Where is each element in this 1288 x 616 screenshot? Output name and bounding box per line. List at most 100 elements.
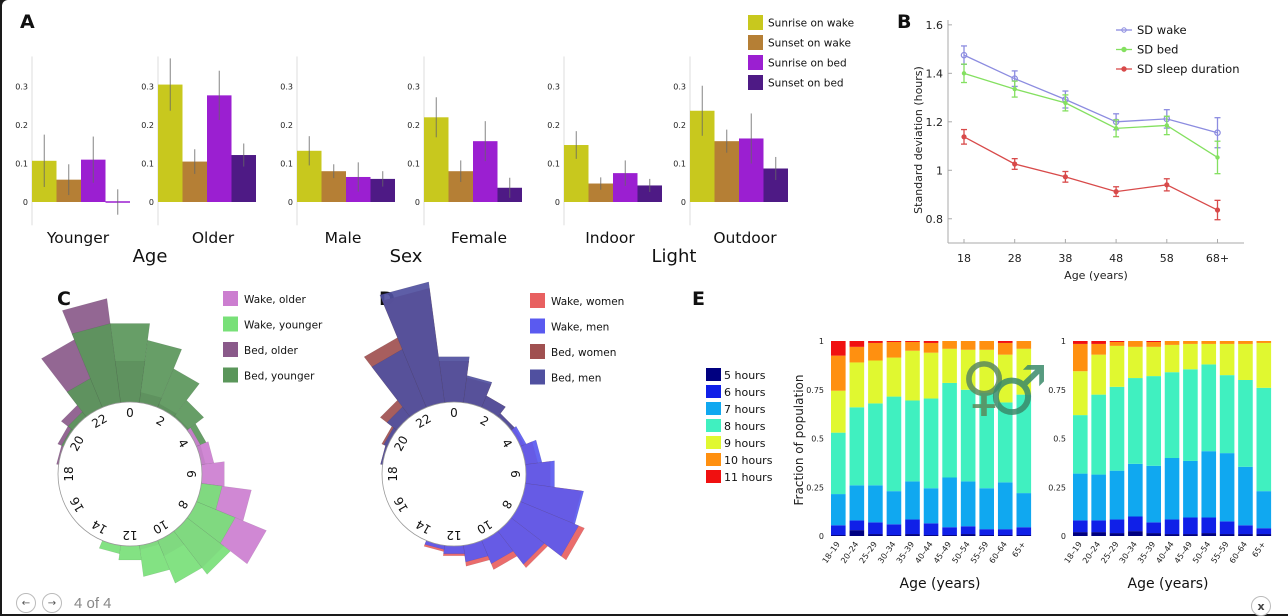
category-label: Female [451, 229, 507, 247]
legend-swatch [530, 369, 545, 385]
y-tick-label: 0.2 [280, 121, 293, 130]
legend-swatch [748, 55, 763, 70]
stacked-segment [1109, 345, 1125, 387]
stacked-segment [1219, 453, 1235, 522]
x-tick-label: 28 [1008, 252, 1022, 265]
legend-swatch [748, 75, 763, 90]
legend-label: Bed, younger [244, 371, 315, 383]
legend-swatch [706, 402, 721, 415]
stacked-segment [1109, 341, 1125, 346]
stacked-segment [831, 341, 846, 356]
stacked-segment [960, 526, 976, 535]
y-axis-label: Standard deviation (hours) [912, 66, 925, 214]
stacked-segment [1073, 343, 1088, 372]
y-tick-label: 1.2 [926, 116, 944, 129]
y-tick-label: 0.2 [407, 121, 420, 130]
y-tick-label: 0.1 [280, 160, 293, 169]
stacked-segment [979, 349, 994, 393]
stacked-segment [1164, 519, 1180, 535]
stacked-segment [923, 342, 939, 353]
hour-label: 14 [89, 517, 109, 537]
stacked-segment [1164, 534, 1180, 536]
clock-face [57, 401, 203, 547]
stacked-segment [942, 382, 957, 478]
stacked-segment [1109, 519, 1125, 534]
stacked-segment [997, 342, 1013, 355]
stacked-segment [1256, 341, 1272, 343]
stacked-segment [831, 355, 846, 391]
panel-letter-a: A [20, 11, 35, 33]
close-icon: x [1257, 599, 1265, 613]
previous-button[interactable]: ← [16, 593, 36, 613]
page-counter: 4 of 4 [74, 594, 112, 612]
stacked-segment [1073, 532, 1088, 536]
legend-label: 9 hours [724, 437, 766, 450]
x-tick-label: 55–59 [969, 540, 990, 565]
polar-wedge [201, 461, 225, 487]
x-axis-label: Age (years) [1064, 269, 1128, 282]
stacked-segment [1201, 517, 1217, 534]
x-tick-label: 25–29 [858, 540, 879, 565]
stacked-segment [1016, 535, 1032, 536]
data-point [1215, 155, 1220, 160]
stacked-segment [1091, 474, 1106, 521]
stacked-segment [1238, 343, 1253, 380]
data-point [961, 71, 967, 76]
stacked-segment [1201, 364, 1217, 452]
close-button[interactable]: x [1251, 596, 1271, 616]
stacked-segment [1146, 346, 1161, 377]
stacked-segment [960, 349, 976, 390]
hour-label: 6 [184, 470, 198, 478]
stacked-segment [1091, 394, 1106, 475]
legend-swatch [706, 453, 721, 466]
arrow-left-icon: ← [21, 597, 31, 609]
stacked-segment [905, 341, 920, 351]
stacked-segment [942, 535, 957, 536]
stacked-segment [1183, 369, 1198, 461]
stacked-segment [1256, 342, 1272, 388]
x-tick-label: 35–39 [1136, 540, 1157, 565]
stacked-segment [1256, 491, 1272, 529]
x-tick-label: 38 [1058, 252, 1072, 265]
stacked-segment [868, 360, 883, 404]
stacked-segment [1219, 343, 1235, 376]
x-axis-label: Age (years) [1128, 576, 1209, 592]
stacked-segment [1164, 372, 1180, 458]
data-point [1164, 123, 1170, 128]
stacked-segment [1256, 534, 1272, 536]
stacked-segment [923, 523, 939, 536]
x-axis-label: Age (years) [900, 576, 981, 592]
factor-label: Sex [390, 246, 423, 267]
factor-label: Age [133, 246, 168, 267]
stacked-segment [1164, 344, 1180, 373]
y-tick-label: 1 [936, 164, 943, 177]
legend-marker [1121, 46, 1127, 53]
hour-label: 0 [126, 406, 134, 420]
stacked-segment [1016, 493, 1032, 528]
data-point [1063, 100, 1068, 106]
stacked-segment [979, 341, 994, 350]
stacked-segment [1238, 380, 1253, 467]
data-point [961, 134, 967, 140]
stacked-segment [1128, 378, 1143, 464]
panel-letter-b: B [897, 11, 911, 33]
next-button[interactable]: → [42, 593, 62, 613]
stacked-segment [905, 350, 920, 401]
stacked-segment [1256, 528, 1272, 535]
stacked-segment [1183, 343, 1198, 370]
stacked-segment [868, 534, 883, 536]
stacked-segment [831, 432, 846, 495]
x-tick-label: 55–59 [1209, 540, 1230, 565]
x-tick-label: 40–44 [1154, 540, 1175, 565]
legend-label: Wake, older [244, 294, 306, 306]
category-label: Older [192, 229, 235, 247]
x-tick-label: 20–24 [839, 540, 860, 565]
stacked-segment [960, 341, 976, 350]
legend-swatch [223, 291, 238, 306]
x-tick-label: 35–39 [895, 540, 916, 565]
stacked-segment [979, 488, 994, 530]
stacked-segment [905, 519, 920, 535]
legend-swatch [706, 368, 721, 381]
